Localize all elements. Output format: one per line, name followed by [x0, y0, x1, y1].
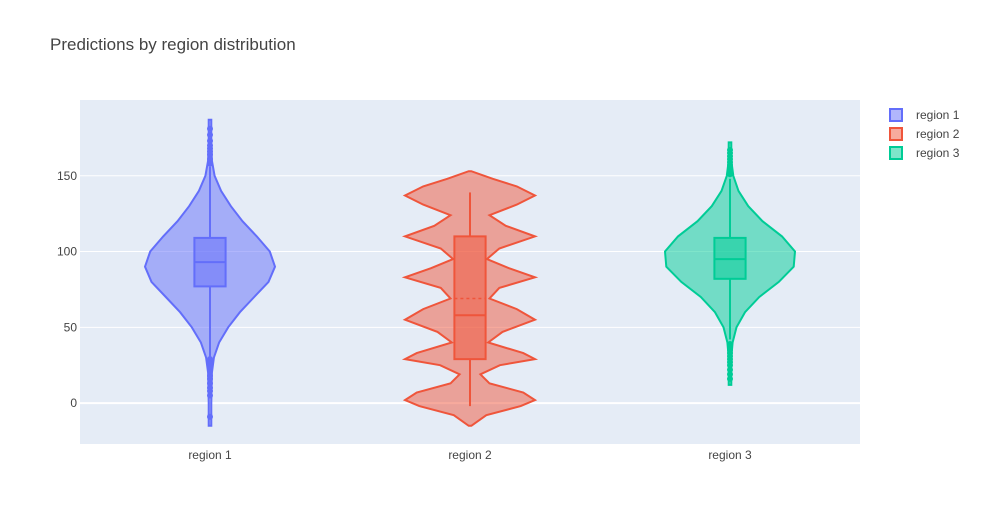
- violin-region-1: [143, 118, 277, 427]
- outlier-point: [727, 147, 733, 154]
- legend-item-region-3[interactable]: region 3: [889, 146, 960, 160]
- violin-region-2: [401, 170, 539, 427]
- outlier-point: [207, 413, 213, 420]
- legend[interactable]: region 1 region 2 region 3: [889, 108, 960, 160]
- legend-item-region-2[interactable]: region 2: [889, 127, 960, 141]
- outlier-point: [207, 372, 213, 379]
- box: [453, 235, 487, 361]
- outlier-point: [207, 125, 213, 132]
- outlier-point: [727, 375, 733, 382]
- y-axis-ticks: 0 50 100 150: [57, 169, 77, 410]
- outlier-point: [207, 392, 213, 399]
- outlier-point: [207, 137, 213, 144]
- legend-swatch: [889, 146, 903, 160]
- violins: [143, 118, 797, 427]
- x-axis-ticks: region 1 region 2 region 3: [188, 448, 752, 462]
- y-tick-label: 0: [70, 396, 77, 410]
- outlier-point: [727, 340, 733, 347]
- legend-label: region 3: [916, 146, 960, 160]
- outlier-point: [207, 384, 213, 391]
- outlier-point: [207, 368, 213, 375]
- y-tick-label: 150: [57, 169, 77, 183]
- outlier-point: [207, 160, 213, 167]
- legend-label: region 1: [916, 108, 960, 122]
- outlier-point: [207, 131, 213, 138]
- violin-region-3: [663, 141, 797, 386]
- outlier-point: [207, 363, 213, 370]
- chart-title: Predictions by region distribution: [50, 35, 296, 54]
- x-tick-label: region 3: [708, 448, 752, 462]
- y-tick-label: 100: [57, 245, 77, 259]
- legend-item-region-1[interactable]: region 1: [889, 108, 960, 122]
- y-tick-label: 50: [64, 320, 78, 334]
- outlier-point: [207, 380, 213, 387]
- legend-swatch: [889, 108, 903, 122]
- x-tick-label: region 1: [188, 448, 232, 462]
- x-tick-label: region 2: [448, 448, 492, 462]
- legend-swatch: [889, 127, 903, 141]
- outlier-point: [207, 142, 213, 149]
- outlier-point: [207, 156, 213, 163]
- legend-label: region 2: [916, 127, 960, 141]
- outlier-point: [207, 356, 213, 363]
- outlier-point: [727, 366, 733, 373]
- outlier-point: [727, 371, 733, 378]
